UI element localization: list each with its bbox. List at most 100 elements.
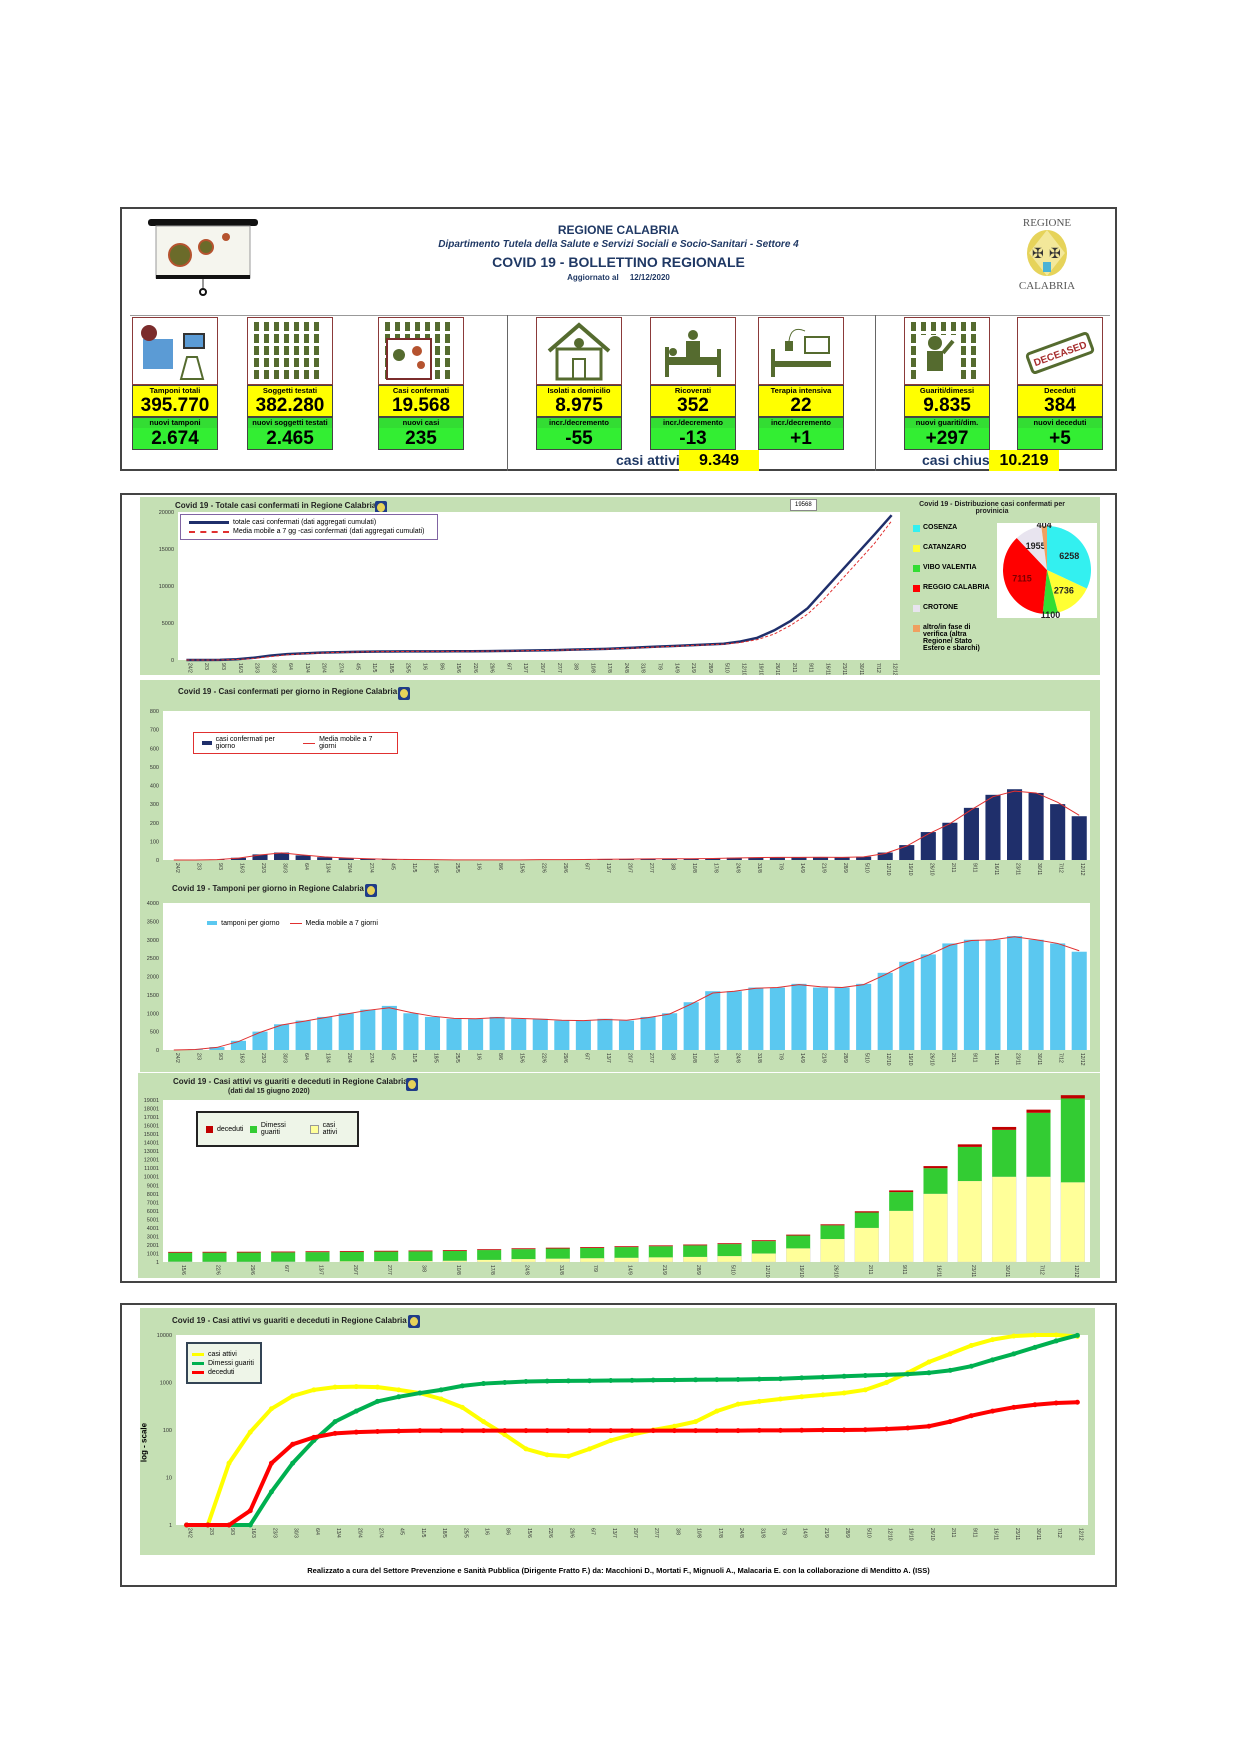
stat-change-value: -55	[536, 428, 622, 450]
legend-swatch	[310, 1124, 319, 1134]
data-point	[1032, 1402, 1038, 1408]
data-bar	[662, 858, 678, 860]
deceased-stamp-icon: DECEASED	[1017, 317, 1103, 385]
x-tick-label: 26/10	[774, 663, 780, 675]
bulletin-title: COVID 19 - BOLLETTINO REGIONALE	[492, 254, 745, 270]
data-bar	[963, 939, 979, 1050]
bar-dimessi-guariti	[442, 1251, 467, 1261]
data-point	[820, 1374, 826, 1380]
pie-slice	[1042, 570, 1059, 614]
y-tick-label: 800	[150, 709, 159, 715]
data-point	[820, 1427, 826, 1433]
bar-casi-attivi	[854, 1227, 879, 1263]
department-name: Dipartimento Tutela della Salute e Servi…	[438, 239, 799, 250]
data-point	[650, 1428, 656, 1434]
region-emblem-icon	[398, 687, 410, 701]
x-tick-label: 23/11	[1015, 1053, 1021, 1065]
x-tick-label: 24/8	[524, 1265, 530, 1275]
stat-value: 382.280	[247, 396, 333, 417]
x-tick-label: 29/6	[489, 663, 495, 673]
data-bar	[985, 794, 1001, 860]
bar-dimessi-guariti	[477, 1250, 502, 1260]
data-bar	[1007, 936, 1023, 1050]
x-tick-label: 5/10	[864, 1053, 870, 1063]
x-tick-label: 2/11	[950, 863, 956, 873]
data-bar	[683, 1002, 699, 1050]
chart-legend: deceduti Dimessi guariti casi attivi	[196, 1111, 359, 1147]
x-tick-label: 4/5	[389, 863, 395, 870]
data-bar	[230, 1040, 246, 1050]
x-tick-label: 16/3	[238, 863, 244, 873]
data-bar	[274, 852, 290, 860]
legend-label: Media mobile a 7 giorni	[319, 736, 373, 750]
bar-dimessi-guariti	[820, 1225, 845, 1239]
bar-deceduti	[545, 1247, 570, 1249]
pie-value-label: 404	[1037, 523, 1052, 530]
data-point	[374, 1428, 380, 1434]
data-point	[311, 1434, 317, 1440]
pie-slice	[1047, 570, 1087, 613]
data-point	[353, 1429, 359, 1435]
x-tick-label: 9/3	[229, 1528, 235, 1535]
data-bar	[446, 1018, 462, 1050]
data-point	[735, 1428, 741, 1434]
data-bar	[899, 845, 915, 860]
bar-dimessi-guariti	[717, 1244, 742, 1257]
x-tick-label: 24/8	[734, 863, 740, 873]
bar-deceduti	[408, 1250, 433, 1252]
legend-swatch	[202, 741, 212, 745]
bar-deceduti	[648, 1245, 673, 1247]
x-tick-label: 27/4	[338, 663, 344, 673]
y-tick-label: 1000	[160, 1381, 172, 1387]
chart-subtitle: (dati dal 15 giugno 2020)	[228, 1088, 310, 1095]
data-point	[714, 1428, 720, 1434]
x-tick-label: 13/4	[335, 1528, 341, 1538]
x-tick-label: 27/7	[648, 863, 654, 873]
chart-legend: casi confermati per giorno Media mobile …	[193, 732, 398, 754]
x-tick-label: 3/8	[421, 1265, 427, 1272]
svg-text:✠: ✠	[1049, 247, 1061, 262]
x-tick-label: 11/5	[411, 1053, 417, 1063]
bar-casi-attivi	[305, 1261, 330, 1263]
x-tick-label: 5/10	[730, 1265, 736, 1275]
data-point	[396, 1394, 402, 1400]
data-point	[1011, 1351, 1017, 1357]
data-point	[226, 1522, 232, 1528]
legend-label: Dimessi guariti	[260, 1122, 286, 1136]
data-point	[1032, 1332, 1038, 1338]
x-tick-label: 12/10	[764, 1265, 770, 1278]
bar-deceduti	[1060, 1095, 1085, 1099]
x-tick-label: 16/3	[238, 1053, 244, 1063]
x-tick-label: 19/10	[757, 663, 763, 675]
x-tick-label: 27/7	[386, 1265, 392, 1275]
data-bar	[1028, 939, 1044, 1050]
pie-slice	[1041, 526, 1047, 570]
data-point	[438, 1396, 444, 1402]
bar-casi-attivi	[648, 1257, 674, 1263]
y-tick-label: 1000	[147, 1011, 159, 1017]
data-point	[544, 1452, 550, 1458]
legend-label: casi confermati per giorno	[215, 736, 275, 750]
stat-change-value: +5	[1017, 428, 1103, 450]
y-tick-label: 300	[150, 802, 159, 808]
x-tick-label: 13/7	[605, 863, 611, 873]
data-point	[290, 1393, 296, 1399]
x-tick-label: 26/10	[928, 863, 934, 876]
x-tick-label: 16/11	[936, 1265, 942, 1277]
data-point	[671, 1428, 677, 1434]
y-tick-label: 2000	[147, 975, 159, 981]
data-bar	[1007, 789, 1023, 860]
x-tick-label: 29/6	[562, 1053, 568, 1063]
x-tick-label: 6/7	[583, 1053, 589, 1060]
stat-card: Isolati a domicilio 8.975 incr./decremento…	[536, 317, 622, 450]
data-point	[1053, 1332, 1059, 1338]
legend-swatch	[189, 530, 229, 533]
x-tick-label: 2/3	[203, 663, 209, 670]
y-tick-label: 7001	[147, 1200, 159, 1206]
y-tick-label: 500	[150, 1030, 159, 1036]
data-bar	[252, 1031, 268, 1050]
data-point	[459, 1383, 465, 1389]
y-tick-label: 100	[163, 1428, 172, 1434]
x-tick-label: 7/12	[1056, 1528, 1062, 1538]
data-point	[587, 1428, 593, 1434]
